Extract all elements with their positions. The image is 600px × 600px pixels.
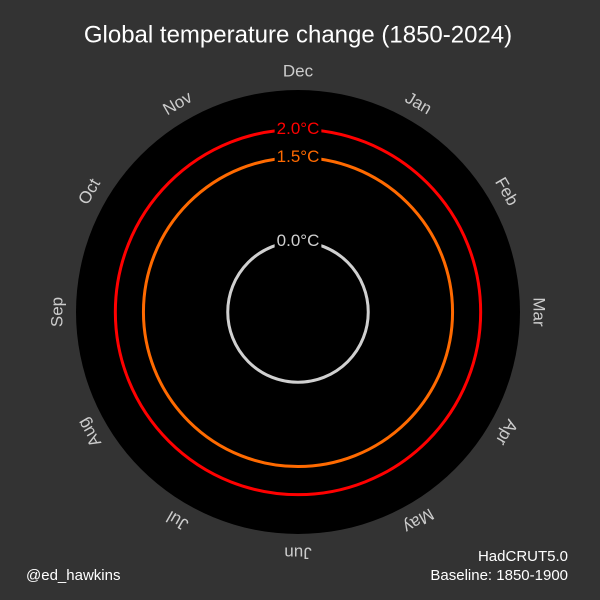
chart-title: Global temperature change (1850-2024) xyxy=(84,21,512,48)
ring-label: 1.5°C xyxy=(277,147,320,166)
source: HadCRUT5.0 xyxy=(478,548,568,565)
ring-label-bg xyxy=(274,118,322,138)
ring-label-bg xyxy=(274,231,322,251)
ring-label: 2.0°C xyxy=(277,119,320,138)
credit: @ed_hawkins xyxy=(26,567,120,584)
polar-disk xyxy=(76,90,520,534)
month-label: Mar xyxy=(530,297,549,327)
ring-label-bg xyxy=(274,146,322,166)
baseline: Baseline: 1850-1900 xyxy=(430,567,568,584)
month-label: Jun xyxy=(284,544,311,563)
ring-label: 0.0°C xyxy=(277,231,320,250)
month-label: Dec xyxy=(283,61,314,80)
month-label: Sep xyxy=(47,297,66,327)
